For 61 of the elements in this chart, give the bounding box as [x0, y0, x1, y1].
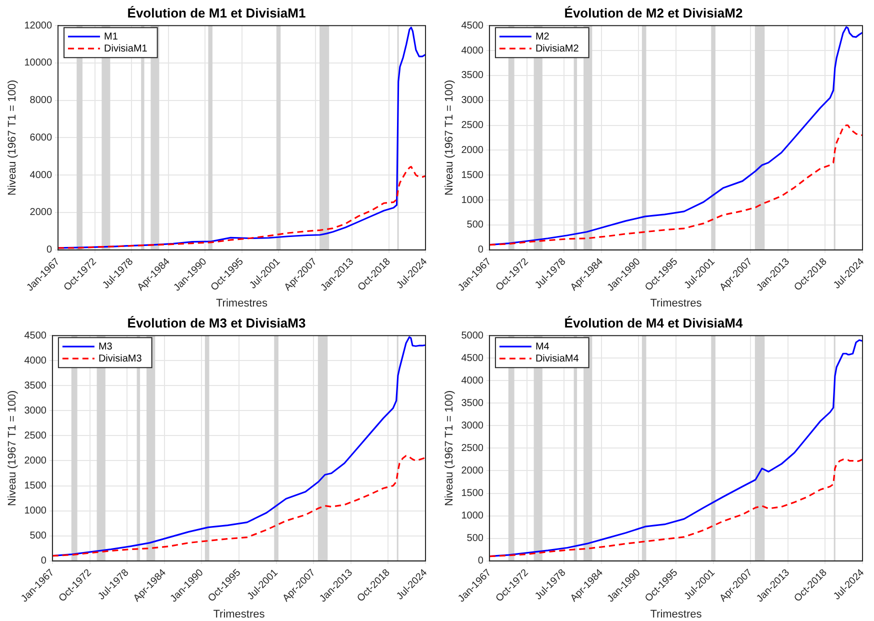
y-axis-title: Niveau (1967 T1 = 100) [6, 80, 19, 196]
y-tick-label: 500 [30, 530, 47, 542]
legend-label: DivisiaM4 [535, 353, 580, 364]
y-tick-label: 2000 [24, 455, 47, 466]
y-tick-label: 0 [40, 556, 47, 567]
y-tick-label: 2500 [461, 442, 484, 454]
y-tick-label: 2000 [30, 207, 52, 218]
legend-label: M1 [104, 31, 118, 42]
y-tick-label: 2500 [461, 120, 484, 132]
y-tick-label: 4500 [461, 20, 484, 32]
y-tick-label: 1500 [461, 488, 484, 500]
y-tick-label: 1500 [461, 170, 484, 181]
y-tick-label: 1000 [24, 506, 47, 517]
y-tick-label: 4000 [30, 170, 52, 181]
line-series [489, 458, 863, 558]
x-axis-title: Trimestres [216, 297, 268, 310]
y-tick-label: 4000 [24, 355, 47, 366]
y-tick-label: 500 [466, 220, 484, 231]
y-tick-label: 4500 [461, 352, 484, 364]
legend-label: M4 [535, 341, 550, 352]
legend-label: DivisiaM3 [98, 353, 142, 364]
y-tick-label: 0 [478, 556, 484, 567]
y-tick-label: 3000 [461, 420, 484, 432]
legend-label: M3 [98, 341, 113, 352]
y-tick-label: 3500 [461, 398, 484, 409]
y-tick-label: 12000 [24, 20, 52, 32]
y-tick-label: 1000 [461, 194, 484, 206]
y-tick-label: 6000 [30, 132, 52, 144]
legend-label: M2 [535, 31, 550, 42]
y-tick-label: 500 [466, 533, 484, 544]
y-tick-label: 8000 [30, 95, 52, 106]
y-tick-label: 3000 [461, 95, 484, 106]
y-tick-label: 2000 [461, 465, 484, 476]
y-axis-title: Niveau (1967 T1 = 100) [444, 390, 456, 506]
chart-title: Évolution de M4 et DivisiaM4 [564, 315, 744, 330]
chart-title: Évolution de M2 et DivisiaM2 [564, 5, 743, 20]
y-tick-label: 0 [46, 244, 52, 256]
x-axis-title: Trimestres [213, 608, 266, 620]
y-tick-label: 4500 [24, 330, 47, 342]
y-tick-label: 4000 [461, 45, 484, 56]
chart-title: Évolution de M3 et DivisiaM3 [127, 315, 306, 330]
line-series [52, 454, 426, 557]
y-tick-label: 3000 [24, 405, 47, 416]
y-axis-title: Niveau (1967 T1 = 100) [6, 390, 19, 506]
legend-label: DivisiaM2 [535, 43, 580, 54]
y-tick-label: 10000 [24, 58, 52, 69]
x-axis-title: Trimestres [650, 297, 702, 310]
line-series [489, 124, 863, 246]
x-axis-title: Trimestres [650, 608, 702, 620]
y-tick-label: 1500 [24, 480, 47, 492]
y-axis-title: Niveau (1967 T1 = 100) [444, 80, 456, 196]
y-tick-label: 2000 [461, 144, 484, 156]
y-tick-label: 4000 [461, 375, 484, 386]
y-tick-label: 3500 [461, 70, 484, 82]
y-tick-label: 0 [478, 244, 484, 256]
legend-label: DivisiaM1 [104, 43, 148, 54]
chart-title: Évolution de M1 et DivisiaM1 [127, 5, 306, 20]
y-tick-label: 5000 [461, 330, 484, 342]
y-tick-label: 2500 [24, 430, 47, 442]
y-tick-label: 1000 [461, 510, 484, 522]
y-tick-label: 3500 [24, 380, 47, 392]
